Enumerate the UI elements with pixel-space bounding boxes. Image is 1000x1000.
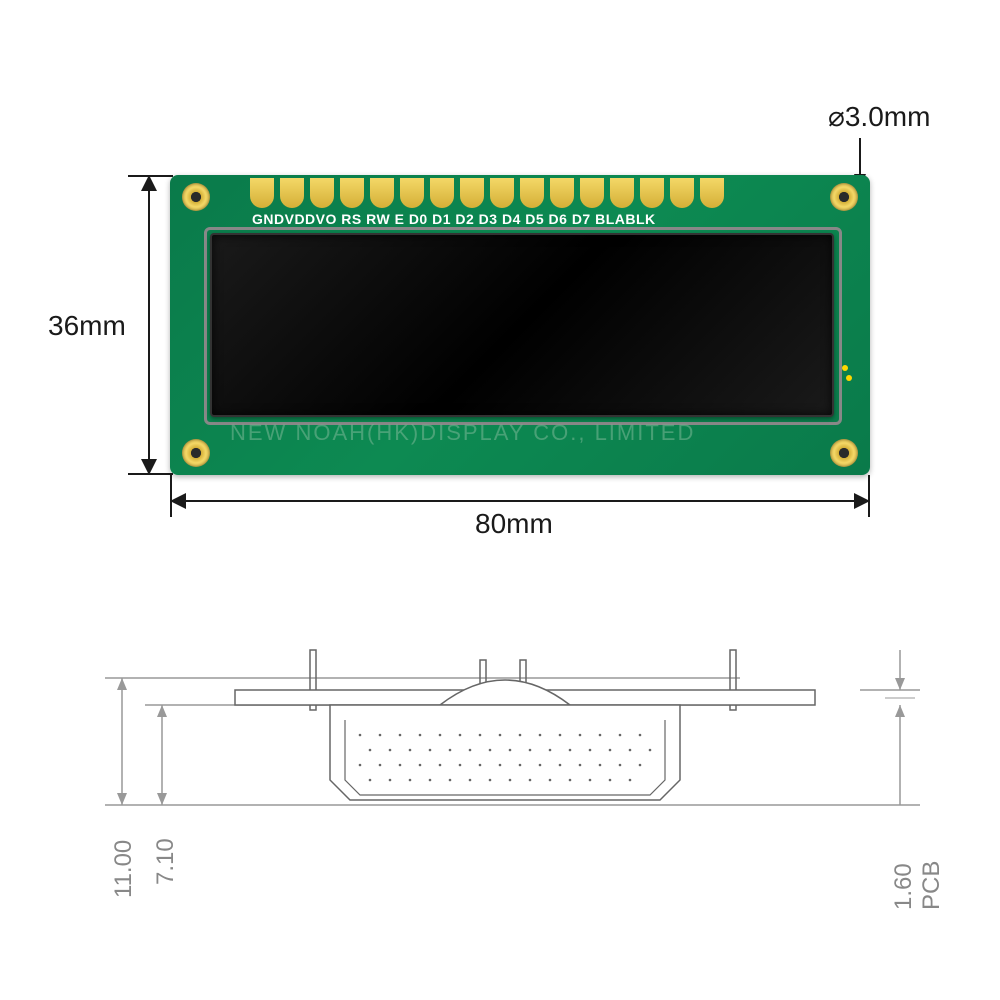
- pcb-thickness-label: 1.60 PCB: [890, 861, 946, 910]
- pin: [520, 178, 544, 208]
- pin: [340, 178, 364, 208]
- pin: [250, 178, 274, 208]
- mounting-hole-tl: [182, 183, 210, 211]
- mounting-hole-tr: [830, 183, 858, 211]
- height-arrow-top: [141, 175, 157, 191]
- pin: [700, 178, 724, 208]
- smd-component: [846, 375, 852, 381]
- width-arrow-left: [170, 493, 186, 509]
- pin: [490, 178, 514, 208]
- pin: [370, 178, 394, 208]
- pin: [280, 178, 304, 208]
- width-label: 80mm: [475, 508, 553, 540]
- pin: [460, 178, 484, 208]
- pin: [400, 178, 424, 208]
- pin: [670, 178, 694, 208]
- watermark-text: NEW NOAH(HK)DISPLAY CO., LIMITED: [230, 420, 870, 446]
- pin: [610, 178, 634, 208]
- mounting-hole-bl: [182, 439, 210, 467]
- side-profile-svg: [100, 620, 930, 920]
- pin: [580, 178, 604, 208]
- height-label: 36mm: [48, 310, 126, 342]
- pin-row: [250, 178, 724, 208]
- height-arrow-bottom: [141, 459, 157, 475]
- pin: [430, 178, 454, 208]
- pin: [640, 178, 664, 208]
- side-profile-view: 11.00 7.10 1.60 PCB: [100, 620, 900, 920]
- pin: [310, 178, 334, 208]
- width-arrow-right: [854, 493, 870, 509]
- technical-drawing-container: 36mm ⌀3.0mm: [0, 0, 1000, 1000]
- pin: [550, 178, 574, 208]
- smd-component: [842, 365, 848, 371]
- hole-diameter-label: ⌀3.0mm: [828, 100, 930, 133]
- pcb-board: GNDVDDVO RS RW E D0 D1 D2 D3 D4 D5 D6 D7…: [170, 175, 870, 475]
- depth-partial-label: 7.10: [152, 838, 180, 885]
- pin-labels: GNDVDDVO RS RW E D0 D1 D2 D3 D4 D5 D6 D7…: [252, 211, 656, 227]
- top-view: 36mm ⌀3.0mm: [120, 130, 880, 470]
- depth-total-label: 11.00: [110, 840, 138, 898]
- height-arrow-line: [148, 175, 150, 475]
- mounting-hole-br: [830, 439, 858, 467]
- lcd-screen: [210, 233, 834, 417]
- width-arrow-line: [170, 500, 870, 502]
